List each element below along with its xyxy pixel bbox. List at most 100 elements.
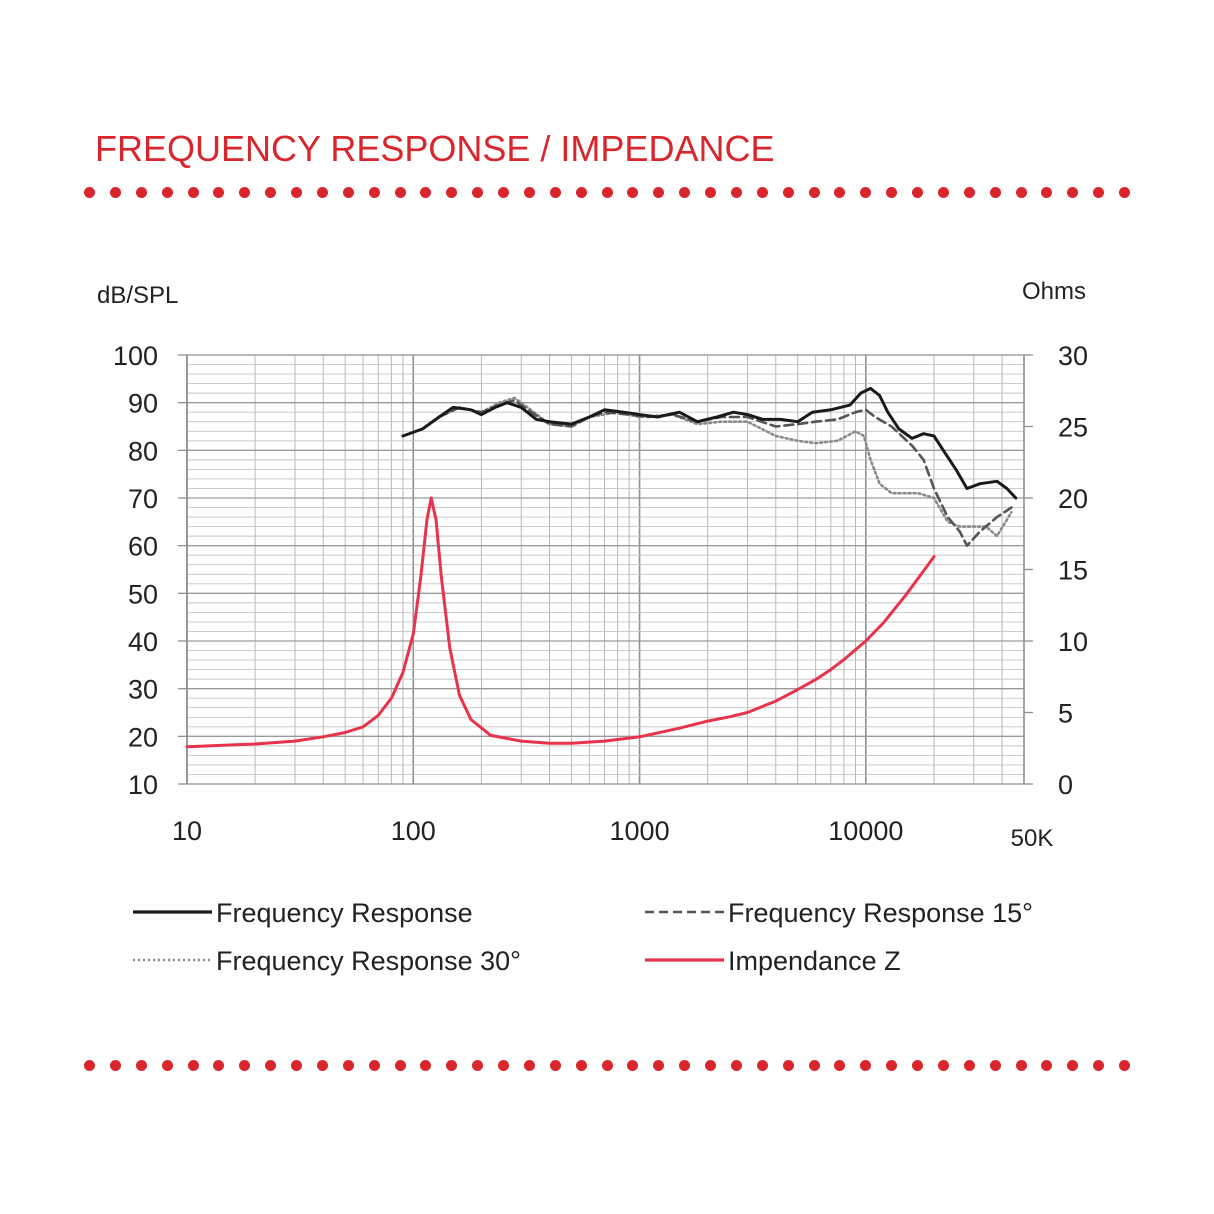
divider-dot bbox=[84, 1060, 95, 1071]
divider-dot bbox=[730, 187, 742, 198]
left-axis-title: dB/SPL bbox=[97, 282, 178, 309]
divider-dot bbox=[705, 187, 716, 198]
divider-dot bbox=[446, 187, 458, 198]
divider-dot bbox=[679, 1060, 691, 1071]
divider-dot bbox=[653, 187, 665, 198]
divider-dot bbox=[627, 187, 639, 198]
divider-dot bbox=[886, 187, 898, 198]
divider-dot bbox=[213, 1060, 225, 1071]
divider-dot bbox=[523, 1060, 535, 1071]
right-axis-title: Ohms bbox=[1022, 278, 1086, 305]
divider-dot bbox=[1067, 187, 1079, 198]
x-axis-tick-label: 50K bbox=[1011, 825, 1054, 852]
divider-dot bbox=[782, 187, 794, 198]
x-axis-tick-label: 10 bbox=[172, 816, 202, 846]
divider-dot bbox=[523, 187, 535, 198]
left-axis-tick-label: 80 bbox=[128, 436, 158, 466]
divider-dot bbox=[472, 1060, 484, 1071]
left-axis-tick-label: 20 bbox=[128, 722, 158, 752]
divider-dot bbox=[834, 187, 846, 198]
divider-dot bbox=[808, 187, 820, 198]
divider-dot bbox=[730, 1060, 742, 1071]
divider-dot bbox=[394, 1060, 406, 1071]
left-axis-tick-label: 100 bbox=[113, 341, 158, 371]
divider-dot bbox=[989, 1060, 1001, 1071]
divider-dot bbox=[601, 1060, 613, 1071]
divider-dot bbox=[239, 187, 251, 198]
divider-dot bbox=[368, 1060, 380, 1071]
divider-dot bbox=[161, 1060, 173, 1071]
divider-dot bbox=[860, 187, 872, 198]
x-axis-tick-label: 1000 bbox=[610, 816, 670, 846]
divider-dot bbox=[1015, 187, 1027, 198]
divider-dot bbox=[265, 1060, 277, 1071]
divider-dot bbox=[705, 1060, 716, 1071]
left-axis-tick-label: 40 bbox=[128, 627, 158, 657]
divider-dot bbox=[342, 1060, 354, 1071]
plot-area bbox=[186, 354, 1025, 785]
divider-dot bbox=[368, 187, 380, 198]
divider-dot bbox=[601, 187, 613, 198]
divider-dot bbox=[187, 1060, 199, 1071]
divider-dot bbox=[1067, 1060, 1079, 1071]
divider-dot bbox=[291, 187, 302, 198]
legend-label: Frequency Response 15° bbox=[728, 898, 1033, 928]
series-line-frequency-response-15 bbox=[437, 399, 1013, 547]
divider-dot bbox=[756, 187, 768, 198]
divider-dot bbox=[109, 1060, 121, 1071]
left-axis-tick-label: 30 bbox=[128, 675, 158, 705]
divider-dot bbox=[1015, 1060, 1027, 1071]
right-axis-tick-label: 20 bbox=[1058, 484, 1088, 514]
divider-dot bbox=[472, 187, 484, 198]
divider-dot bbox=[963, 1060, 975, 1071]
divider-dot bbox=[989, 187, 1001, 198]
left-axis-tick-label: 50 bbox=[128, 579, 158, 609]
divider-dot bbox=[291, 1060, 302, 1071]
page-title: FREQUENCY RESPONSE / IMPEDANCE bbox=[95, 128, 775, 169]
right-axis-tick-label: 10 bbox=[1058, 627, 1088, 657]
divider-dot bbox=[549, 187, 561, 198]
divider-dot bbox=[161, 187, 173, 198]
divider-dot bbox=[316, 187, 328, 198]
legend-label: Impendance Z bbox=[728, 946, 901, 976]
divider-dot bbox=[886, 1060, 898, 1071]
divider-dot bbox=[912, 187, 923, 198]
divider-dot bbox=[860, 1060, 872, 1071]
divider-dot bbox=[653, 1060, 665, 1071]
divider-dot bbox=[446, 1060, 458, 1071]
series-line-frequency-response-30 bbox=[437, 396, 1013, 538]
legend-label: Frequency Response 30° bbox=[216, 946, 521, 976]
divider-dot bbox=[239, 1060, 251, 1071]
divider-dot bbox=[575, 187, 587, 198]
divider-dot bbox=[808, 1060, 820, 1071]
divider-dot bbox=[912, 1060, 923, 1071]
divider-dot bbox=[394, 187, 406, 198]
divider-dot bbox=[1119, 187, 1130, 198]
divider-dot bbox=[575, 1060, 587, 1071]
right-axis-tick-label: 5 bbox=[1058, 699, 1073, 729]
divider-dot bbox=[213, 187, 225, 198]
divider-dot bbox=[549, 1060, 561, 1071]
divider-dot bbox=[1119, 1060, 1130, 1071]
divider-dot bbox=[782, 1060, 794, 1071]
divider-dot bbox=[937, 187, 949, 198]
divider-dot bbox=[834, 1060, 846, 1071]
x-axis-tick-label: 100 bbox=[391, 816, 436, 846]
divider-dot bbox=[1041, 1060, 1053, 1071]
x-axis-tick-label: 10000 bbox=[828, 816, 903, 846]
legend-label: Frequency Response bbox=[216, 898, 473, 928]
divider-dot bbox=[84, 187, 95, 198]
series-line-impendance-z bbox=[185, 496, 936, 749]
divider-dot bbox=[679, 187, 691, 198]
dotted-divider-top bbox=[84, 187, 1130, 201]
right-axis-tick-label: 0 bbox=[1058, 770, 1073, 800]
divider-dot bbox=[109, 187, 121, 198]
right-axis-tick-label: 25 bbox=[1058, 413, 1088, 443]
divider-dot bbox=[1093, 187, 1105, 198]
divider-dot bbox=[265, 187, 277, 198]
dotted-divider-bottom bbox=[84, 1060, 1130, 1074]
divider-dot bbox=[420, 187, 432, 198]
left-axis-tick-label: 90 bbox=[128, 389, 158, 419]
divider-dot bbox=[342, 187, 354, 198]
